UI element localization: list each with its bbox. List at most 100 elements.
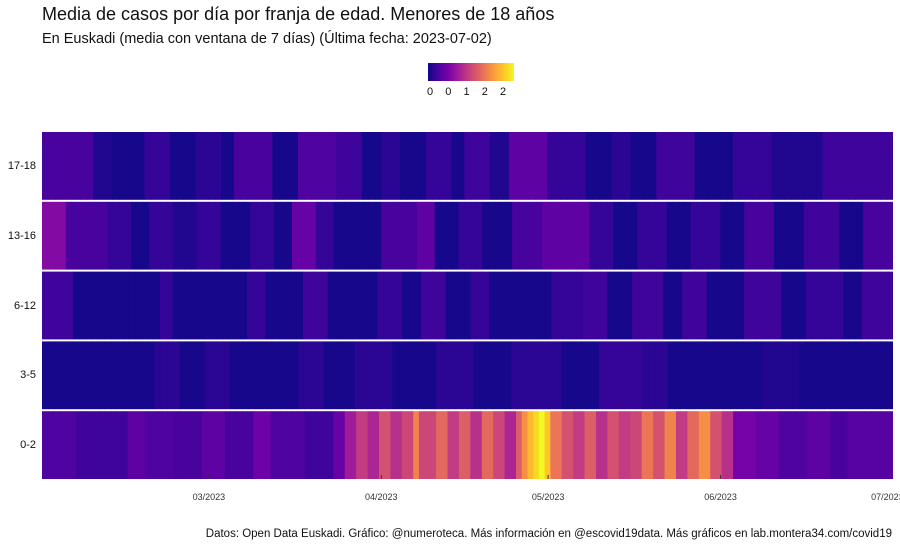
heatmap-cell [638, 271, 645, 340]
heatmap-cell [739, 132, 747, 200]
heatmap-cell [214, 132, 222, 200]
heatmap-cell [290, 271, 298, 340]
heatmap-cell [464, 132, 472, 200]
heatmap-cell [104, 341, 112, 410]
heatmap-cell [284, 271, 291, 340]
heatmap-cell [163, 132, 171, 200]
heatmap-cell [338, 411, 346, 479]
heatmap-cell [541, 201, 549, 270]
y-tick-label: 3-5 [20, 369, 36, 382]
heatmap-cell [733, 132, 740, 200]
heatmap-cell [323, 132, 331, 200]
heatmap-cell [696, 201, 703, 270]
heatmap-cell [369, 201, 376, 270]
heatmap-cell [811, 341, 819, 410]
heatmap-cell [383, 271, 391, 340]
heatmap-cell [135, 271, 142, 340]
heatmap-cell [854, 132, 862, 200]
heatmap-cell [441, 411, 448, 479]
heatmap-cell [886, 132, 893, 200]
heatmap-cell [309, 201, 317, 270]
heatmap-cell [607, 411, 614, 479]
heatmap-cell [660, 201, 668, 270]
heatmap-cell [654, 201, 662, 270]
heatmap-cell [644, 271, 652, 340]
heatmap-cell [128, 271, 136, 340]
heatmap-cell [692, 341, 700, 410]
heatmap-cell [123, 341, 131, 410]
heatmap-cell [405, 201, 412, 270]
heatmap-cell [141, 271, 148, 340]
heatmap-cell [666, 201, 674, 270]
heatmap-cell [886, 271, 893, 340]
heatmap-cell [786, 341, 794, 410]
heatmap-cell [375, 201, 382, 270]
heatmap-cell [821, 201, 828, 270]
heatmap-cell [254, 341, 262, 410]
heatmap-cell [87, 411, 94, 479]
heatmap-cell [226, 201, 233, 270]
heatmap-cell [681, 411, 688, 479]
heatmap-cell [619, 271, 627, 340]
heatmap-cell [329, 341, 337, 410]
heatmap-cell [538, 411, 545, 479]
heatmap-cell [54, 271, 62, 340]
heatmap-cell [42, 132, 49, 200]
heatmap-cell [67, 341, 74, 410]
heatmap-cell [571, 201, 578, 270]
heatmap-cell [534, 132, 542, 200]
heatmap-cell [131, 132, 139, 200]
heatmap-cell [841, 411, 848, 479]
heatmap-cell [139, 411, 146, 479]
heatmap-cell [315, 271, 322, 340]
heatmap-cell [417, 341, 425, 410]
heatmap-cell [107, 201, 114, 270]
heatmap-cell [223, 341, 231, 410]
heatmap-cell [172, 271, 180, 340]
heatmap-cell [777, 132, 785, 200]
heatmap-cell [278, 132, 286, 200]
heatmap-cell [316, 411, 323, 479]
heatmap-cell [233, 132, 241, 200]
heatmap-cell [535, 201, 543, 270]
heatmap-cell [836, 341, 844, 410]
heatmap-cell [113, 201, 120, 270]
heatmap-cell [267, 341, 274, 410]
heatmap-cell [607, 271, 614, 340]
heatmap-cell [278, 271, 285, 340]
heatmap-cell [835, 132, 843, 200]
heatmap-cell [618, 411, 625, 479]
heatmap-cell [473, 341, 481, 410]
heatmap-cell [663, 271, 670, 340]
heatmap-cell [89, 201, 96, 270]
heatmap-cell [398, 341, 406, 410]
heatmap-cell [404, 341, 412, 410]
heatmap-cell [816, 132, 824, 200]
heatmap-cell [784, 411, 791, 479]
heatmap-cell [176, 132, 184, 200]
heatmap-cell [771, 132, 779, 200]
heatmap-cell [184, 411, 191, 479]
heatmap-cell [778, 411, 785, 479]
heatmap-cell [518, 201, 525, 270]
heatmap-cell [681, 132, 689, 200]
x-tick-label: 04/2023 [365, 492, 398, 502]
heatmap-cell [470, 411, 477, 479]
heatmap-cell [492, 341, 500, 410]
heatmap-cell [333, 411, 340, 479]
heatmap-cell [637, 132, 644, 200]
heatmap-cell [738, 411, 745, 479]
heatmap-cell [842, 341, 850, 410]
heatmap-cell [705, 341, 712, 410]
heatmap-cell [214, 201, 221, 270]
heatmap-cell [293, 411, 300, 479]
heatmap-cell [806, 271, 813, 340]
heatmap-cell [445, 271, 453, 340]
heatmap-cell [340, 271, 347, 340]
heatmap-cell [565, 201, 573, 270]
heatmap-cell [127, 411, 134, 479]
heatmap-cell [688, 132, 696, 200]
heatmap-cell [839, 201, 846, 270]
heatmap-cell [799, 341, 806, 410]
heatmap-cell [799, 271, 807, 340]
